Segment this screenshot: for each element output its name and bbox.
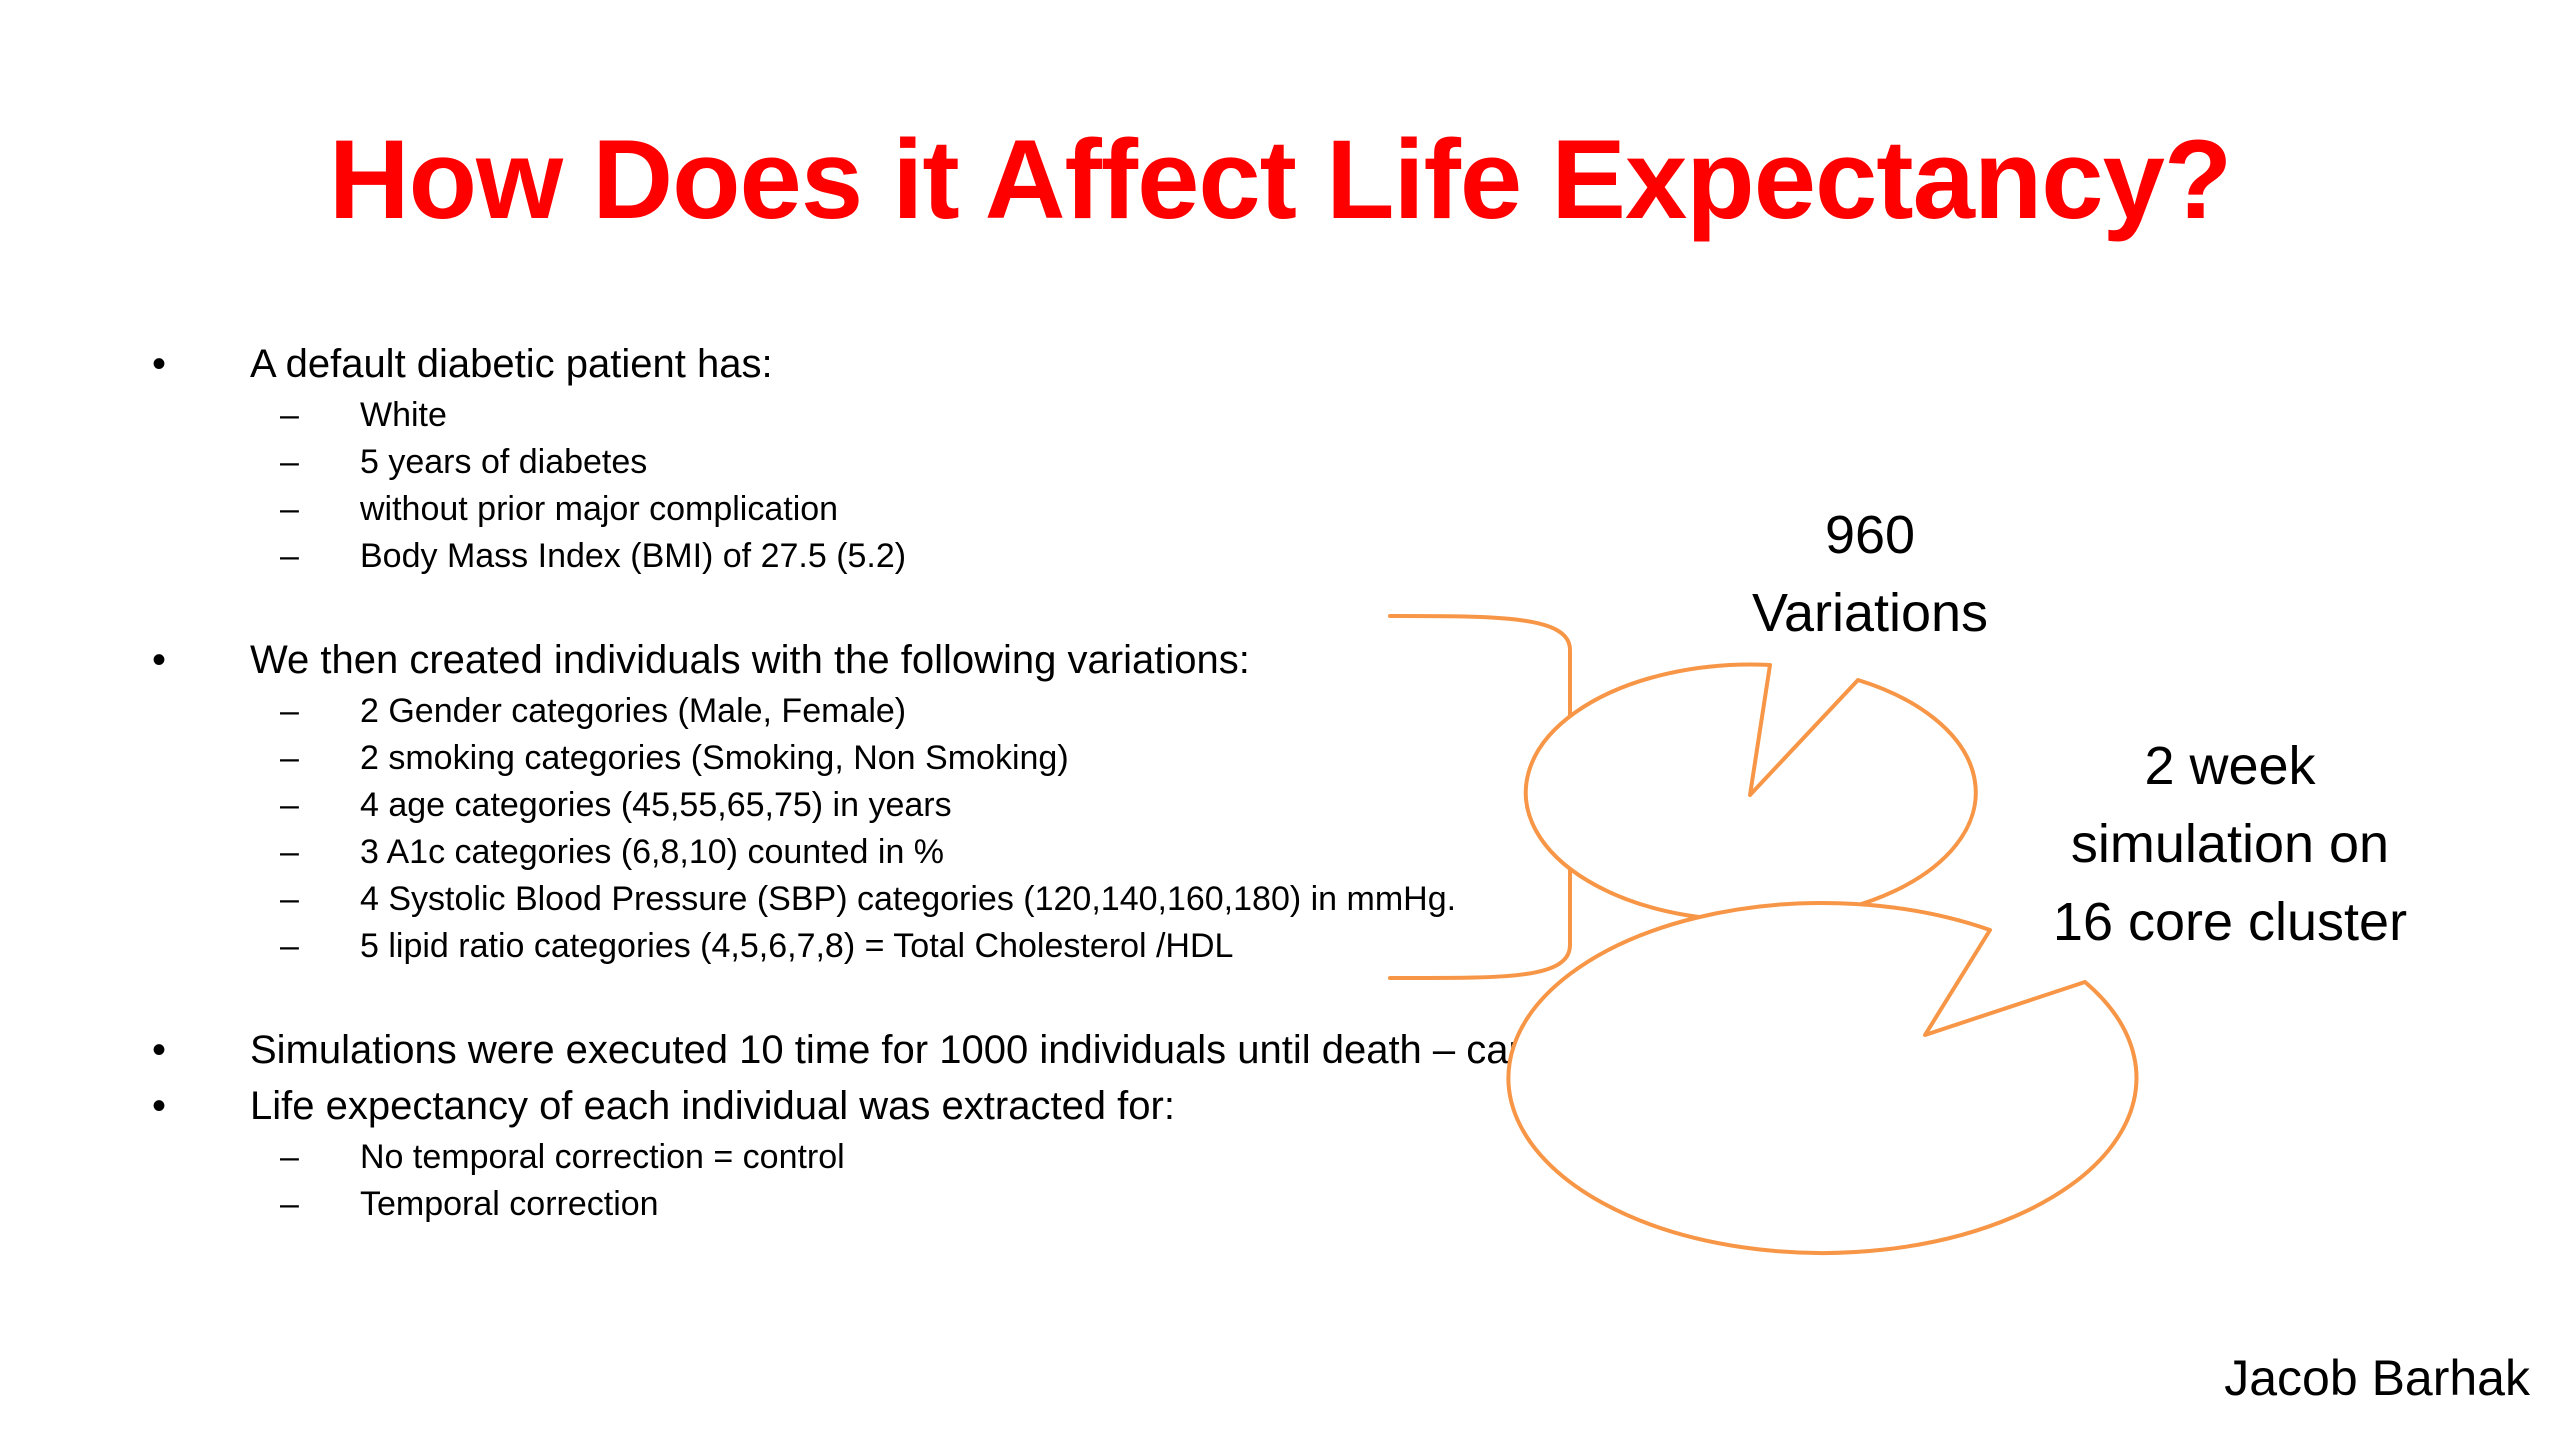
author-name: Jacob Barhak: [2224, 1350, 2530, 1406]
dash-marker: –: [280, 537, 299, 575]
sub-item-text: 3 A1c categories (6,8,10) counted in %: [360, 833, 945, 871]
dash-marker: –: [280, 1185, 299, 1223]
sub-item: – White: [150, 392, 1950, 439]
callout-variations-count: 960: [1824, 505, 1916, 565]
sub-item-text: White: [360, 396, 447, 434]
sub-item-text: without prior major complication: [360, 490, 839, 528]
callout-simulation-text: 2 week simulation on 16 core cluster: [1960, 727, 2500, 961]
sub-item: – Body Mass Index (BMI) of 27.5 (5.2): [150, 533, 1950, 580]
callout-variations-label: Variations: [1751, 583, 1989, 643]
sub-item: – 4 Systolic Blood Pressure (SBP) categor…: [150, 876, 1950, 923]
sub-item-text: 5 lipid ratio categories (4,5,6,7,8) = T…: [360, 927, 1234, 965]
dash-marker: –: [280, 880, 299, 918]
sub-item: – 3 A1c categories (6,8,10) counted in %: [150, 829, 1950, 876]
bullet-dot: •: [152, 1084, 167, 1128]
callout-variations-text: 960 Variations: [1610, 496, 2130, 652]
speech-bubble-simulation: [1506, 901, 2139, 1256]
sub-item-text: 5 years of diabetes: [360, 443, 648, 481]
dash-marker: –: [280, 396, 299, 434]
sub-item-text: 4 Systolic Blood Pressure (SBP) categori…: [360, 880, 1457, 918]
sub-item: – Temporal correction: [150, 1181, 1950, 1228]
sub-item: – 2 Gender categories (Male, Female): [150, 688, 1950, 735]
dash-marker: –: [280, 927, 299, 965]
bullet-text: Life expectancy of each individual was e…: [250, 1084, 1175, 1128]
dash-marker: –: [280, 692, 299, 730]
bullet-dot: •: [152, 342, 167, 386]
dash-marker: –: [280, 490, 299, 528]
slide-title: How Does it Affect Life Expectancy?: [328, 117, 2233, 242]
sub-item-text: 2 Gender categories (Male, Female): [360, 692, 907, 730]
bullet-dot: •: [152, 638, 167, 682]
bullet-text: We then created individuals with the fol…: [250, 638, 1250, 682]
dash-marker: –: [280, 1138, 299, 1176]
dash-marker: –: [280, 443, 299, 481]
sub-item-text: Temporal correction: [360, 1185, 659, 1223]
sub-item-text: Body Mass Index (BMI) of 27.5 (5.2): [360, 537, 907, 575]
slide-content: • A default diabetic patient has: – White…: [150, 336, 1950, 1228]
dash-marker: –: [280, 786, 299, 824]
dash-marker: –: [280, 833, 299, 871]
bullet-default-patient: • A default diabetic patient has:: [150, 336, 1950, 392]
callout-simulation-line3: 16 core cluster: [2052, 892, 2408, 952]
sub-item-text: 2 smoking categories (Smoking, Non Smoki…: [360, 739, 1069, 777]
sub-item: – 2 smoking categories (Smoking, Non Smok…: [150, 735, 1950, 782]
bullet-text: A default diabetic patient has:: [250, 342, 773, 386]
sub-item: – 5 lipid ratio categories (4,5,6,7,8) = …: [150, 923, 1950, 970]
bullet-variations: • We then created individuals with the f…: [150, 632, 1950, 688]
dash-marker: –: [280, 739, 299, 777]
sub-item-text: No temporal correction = control: [360, 1138, 845, 1176]
speech-bubble-variations: [1523, 662, 1978, 923]
bullet-dot: •: [152, 1028, 167, 1072]
sub-item-text: 4 age categories (45,55,65,75) in years: [360, 786, 952, 824]
bullet-life-expectancy: • Life expectancy of each individual was…: [150, 1078, 1950, 1134]
sub-item: – without prior major complication: [150, 486, 1950, 533]
sub-item: – 4 age categories (45,55,65,75) in years: [150, 782, 1950, 829]
callout-simulation-line1: 2 week: [2144, 736, 2316, 796]
sub-item: – 5 years of diabetes: [150, 439, 1950, 486]
sub-item: – No temporal correction = control: [150, 1134, 1950, 1181]
callout-simulation-line2: simulation on: [2070, 814, 2390, 874]
